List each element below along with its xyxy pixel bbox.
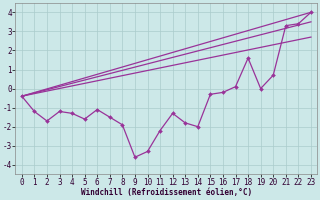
X-axis label: Windchill (Refroidissement éolien,°C): Windchill (Refroidissement éolien,°C): [81, 188, 252, 197]
